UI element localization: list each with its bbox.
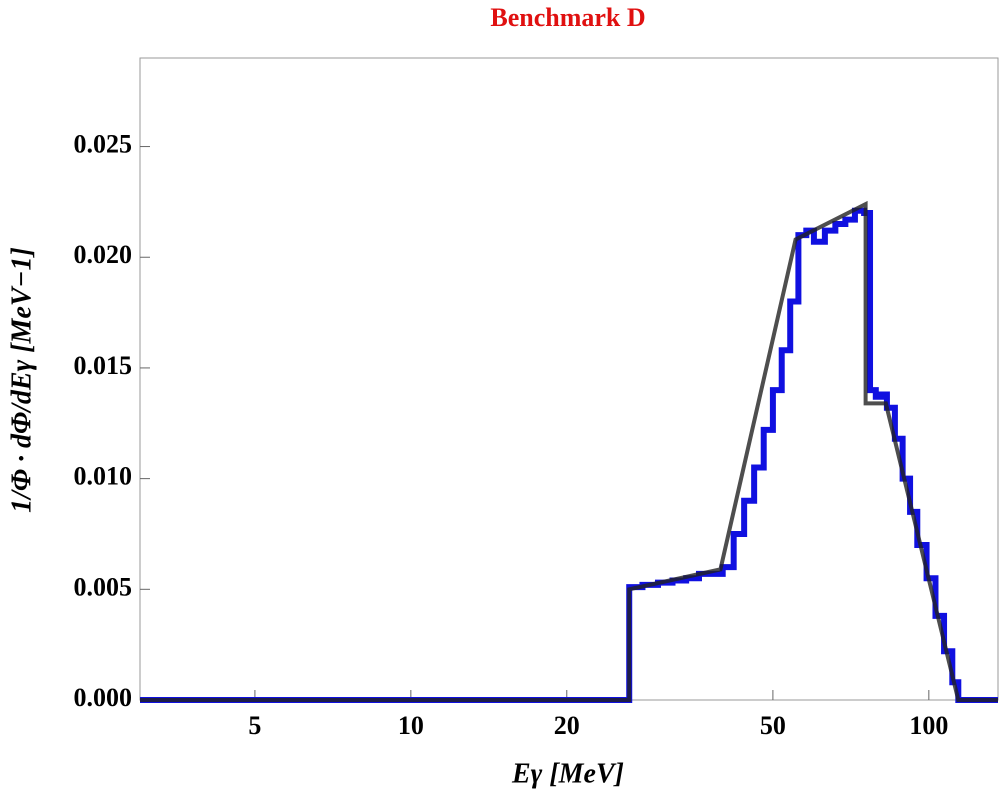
x-tick-label: 20 [554, 711, 580, 740]
chart-title: Benchmark D [490, 3, 645, 32]
x-tick-label: 50 [760, 711, 786, 740]
x-tick-label: 100 [909, 711, 948, 740]
y-tick-label: 0.000 [74, 683, 133, 712]
x-tick-label: 5 [248, 711, 261, 740]
y-axis-label: 1/Φ · dΦ/dEγ [MeV−1] [6, 247, 37, 513]
y-tick-label: 0.005 [74, 572, 133, 601]
series-line [140, 200, 998, 702]
x-tick-label: 10 [398, 711, 424, 740]
series-line [140, 207, 998, 703]
y-tick-label: 0.025 [74, 130, 133, 159]
y-tick-label: 0.015 [74, 351, 133, 380]
x-axis-label: Eγ [MeV] [511, 758, 624, 789]
y-tick-label: 0.020 [74, 240, 133, 269]
y-tick-label: 0.010 [74, 462, 133, 491]
